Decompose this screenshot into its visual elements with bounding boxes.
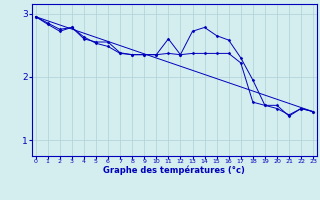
X-axis label: Graphe des températures (°c): Graphe des températures (°c) [103,166,245,175]
